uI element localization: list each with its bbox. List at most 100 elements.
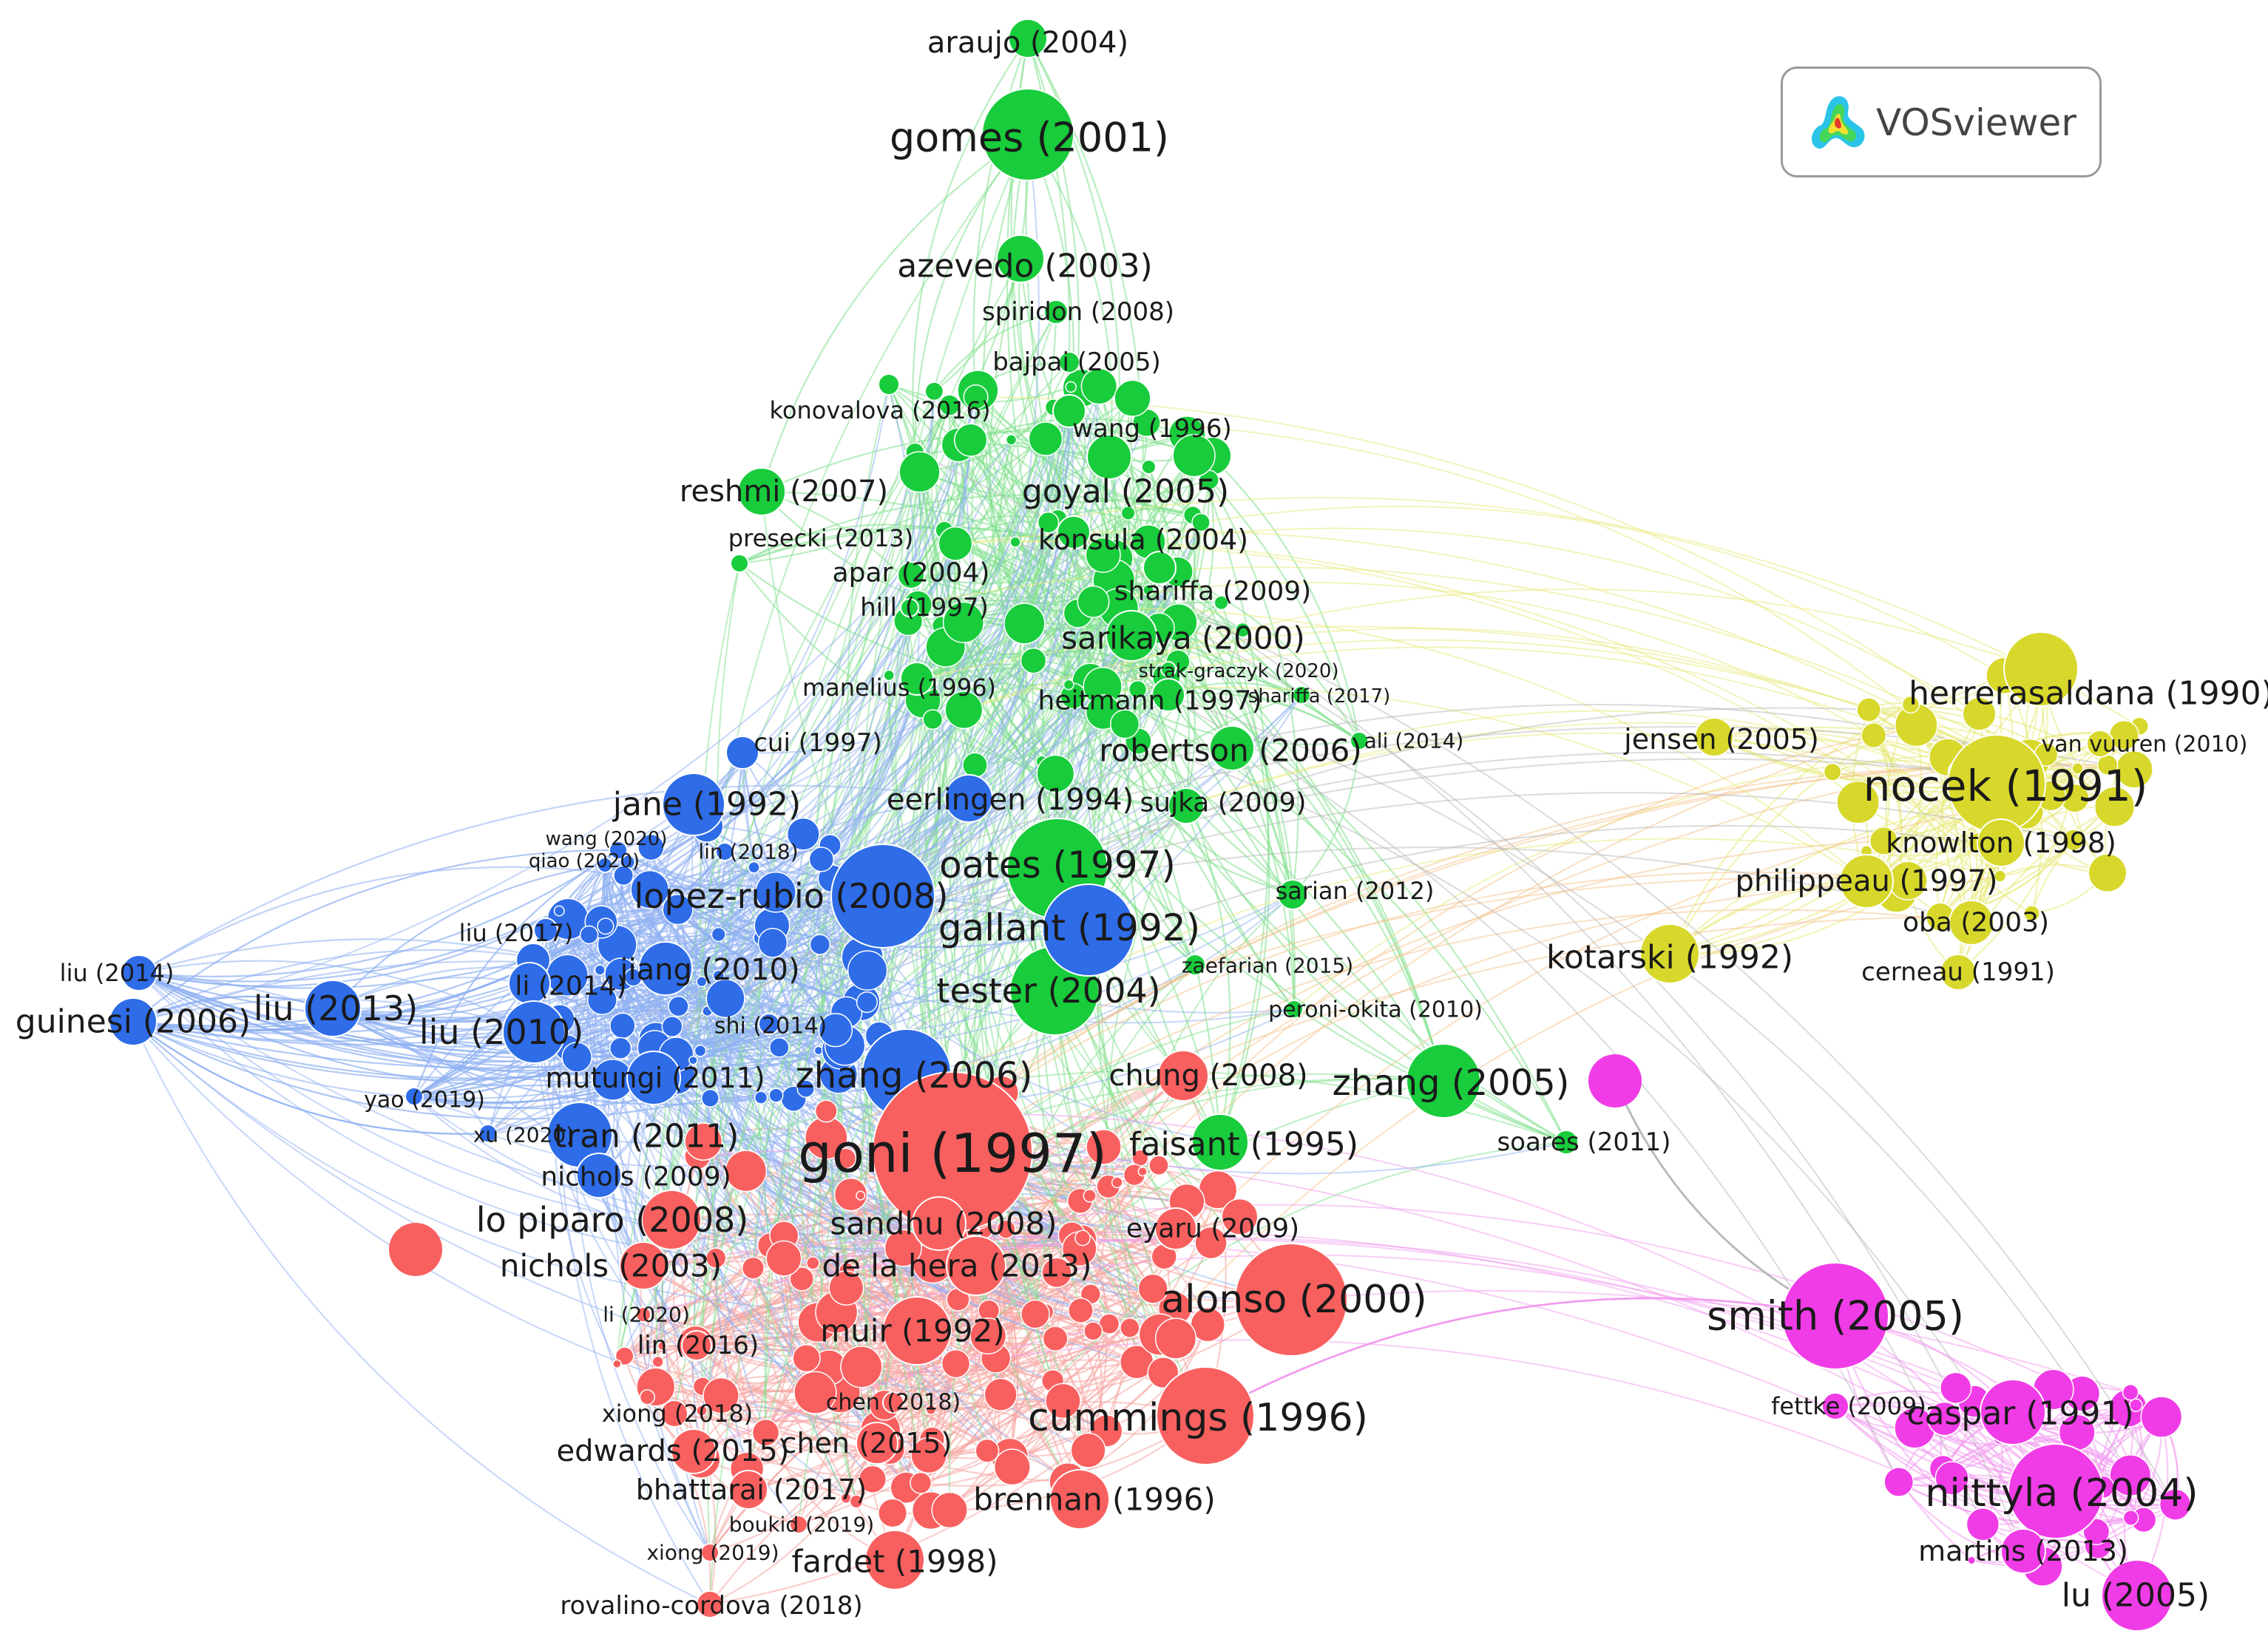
- node-guinesi[interactable]: [109, 997, 158, 1046]
- unlabeled-node[interactable]: [1137, 1273, 1168, 1304]
- unlabeled-node[interactable]: [597, 918, 615, 935]
- unlabeled-node[interactable]: [996, 1219, 1016, 1239]
- unlabeled-node[interactable]: [805, 1256, 820, 1270]
- node-oba[interactable]: [1949, 900, 1994, 946]
- unlabeled-node[interactable]: [1045, 1383, 1081, 1420]
- unlabeled-node[interactable]: [639, 1389, 655, 1405]
- unlabeled-node[interactable]: [1191, 512, 1211, 532]
- unlabeled-node[interactable]: [1869, 826, 1898, 855]
- node-philippeau[interactable]: [1839, 854, 1894, 909]
- unlabeled-node[interactable]: [858, 1465, 887, 1493]
- unlabeled-node[interactable]: [922, 709, 944, 730]
- unlabeled-node[interactable]: [786, 817, 820, 851]
- unlabeled-node[interactable]: [1077, 585, 1110, 618]
- unlabeled-node[interactable]: [696, 1405, 708, 1417]
- unlabeled-node[interactable]: [1041, 1257, 1072, 1289]
- unlabeled-node[interactable]: [1966, 1507, 2000, 1541]
- unlabeled-node[interactable]: [840, 1346, 883, 1388]
- unlabeled-node[interactable]: [630, 869, 670, 909]
- unlabeled-node[interactable]: [553, 905, 565, 917]
- unlabeled-node[interactable]: [711, 926, 726, 943]
- node-sujka[interactable]: [1168, 787, 1205, 824]
- node-chung[interactable]: [1157, 1050, 1209, 1102]
- node-cummings[interactable]: [1156, 1366, 1255, 1465]
- unlabeled-node[interactable]: [898, 451, 941, 493]
- unlabeled-node[interactable]: [941, 1349, 971, 1379]
- node-goyal[interactable]: [1086, 434, 1132, 480]
- unlabeled-node[interactable]: [751, 1418, 780, 1447]
- unlabeled-node[interactable]: [1114, 379, 1151, 417]
- node-caspar[interactable]: [1980, 1379, 2046, 1445]
- unlabeled-node[interactable]: [910, 1471, 932, 1494]
- unlabeled-node[interactable]: [705, 1247, 727, 1269]
- unlabeled-node[interactable]: [609, 1037, 632, 1059]
- unlabeled-node[interactable]: [1086, 1129, 1122, 1165]
- unlabeled-node[interactable]: [856, 1190, 866, 1201]
- unlabeled-node[interactable]: [847, 950, 888, 991]
- unlabeled-node[interactable]: [878, 1498, 908, 1528]
- unlabeled-node[interactable]: [768, 1088, 784, 1103]
- node-jane[interactable]: [662, 773, 725, 836]
- unlabeled-node[interactable]: [942, 601, 985, 643]
- node-konovalova[interactable]: [878, 373, 900, 396]
- node-alonso[interactable]: [1234, 1243, 1348, 1357]
- node-jiang[interactable]: [638, 941, 693, 996]
- unlabeled-node[interactable]: [1083, 1321, 1103, 1341]
- node-smith[interactable]: [1781, 1262, 1889, 1370]
- unlabeled-node[interactable]: [931, 1491, 968, 1529]
- node-li2020[interactable]: [635, 1306, 651, 1323]
- unlabeled-node[interactable]: [938, 394, 961, 416]
- unlabeled-node[interactable]: [1068, 1298, 1094, 1323]
- node-faisant[interactable]: [1191, 1113, 1249, 1171]
- unlabeled-node[interactable]: [849, 1494, 864, 1509]
- unlabeled-node[interactable]: [1111, 1176, 1123, 1189]
- unlabeled-node[interactable]: [657, 1341, 667, 1351]
- unlabeled-node[interactable]: [2023, 905, 2040, 922]
- unlabeled-node[interactable]: [984, 1377, 1018, 1411]
- node-vanvuuren[interactable]: [2086, 730, 2114, 758]
- node-spiridon[interactable]: [1043, 299, 1069, 325]
- unlabeled-node[interactable]: [1940, 1371, 1972, 1404]
- node-presecki[interactable]: [730, 554, 749, 573]
- unlabeled-node[interactable]: [1037, 511, 1060, 534]
- node-lin2018[interactable]: [715, 842, 734, 861]
- unlabeled-node[interactable]: [1927, 1401, 1962, 1437]
- node-fettke[interactable]: [1821, 1392, 1849, 1420]
- node-bhattarai[interactable]: [728, 1470, 768, 1510]
- unlabeled-node[interactable]: [2062, 829, 2085, 852]
- unlabeled-node[interactable]: [1836, 780, 1880, 824]
- unlabeled-node[interactable]: [1074, 1229, 1091, 1247]
- unlabeled-node[interactable]: [579, 925, 599, 945]
- node-ali[interactable]: [1350, 731, 1369, 750]
- unlabeled-node[interactable]: [668, 995, 689, 1017]
- node-liu2010[interactable]: [502, 1000, 566, 1064]
- unlabeled-node[interactable]: [613, 865, 634, 886]
- node-konsula[interactable]: [1057, 515, 1091, 549]
- node-reshmi[interactable]: [737, 467, 786, 516]
- node-lu[interactable]: [2101, 1559, 2173, 1632]
- unlabeled-node[interactable]: [1120, 1317, 1140, 1338]
- unlabeled-node[interactable]: [688, 1055, 698, 1065]
- unlabeled-node[interactable]: [2140, 1396, 2183, 1438]
- unlabeled-node[interactable]: [833, 1177, 868, 1212]
- unlabeled-node[interactable]: [910, 1437, 947, 1474]
- unlabeled-node[interactable]: [1085, 537, 1121, 573]
- unlabeled-node[interactable]: [1221, 1198, 1259, 1235]
- node-liu2017[interactable]: [533, 918, 558, 943]
- unlabeled-node[interactable]: [651, 1355, 664, 1368]
- unlabeled-node[interactable]: [1083, 1189, 1097, 1203]
- unlabeled-node[interactable]: [835, 1147, 857, 1170]
- unlabeled-node[interactable]: [1154, 1317, 1197, 1360]
- unlabeled-node[interactable]: [725, 1150, 768, 1193]
- unlabeled-node[interactable]: [1080, 367, 1118, 405]
- unlabeled-node[interactable]: [2122, 1383, 2139, 1401]
- unlabeled-node[interactable]: [2109, 1454, 2152, 1497]
- node-azevedo[interactable]: [996, 234, 1045, 283]
- node-eyaru[interactable]: [1154, 1207, 1197, 1250]
- unlabeled-node[interactable]: [661, 1015, 683, 1037]
- node-zhang2005[interactable]: [1406, 1043, 1481, 1119]
- unlabeled-node[interactable]: [809, 934, 831, 955]
- unlabeled-node[interactable]: [1194, 1226, 1228, 1260]
- unlabeled-node[interactable]: [1036, 754, 1075, 793]
- node-sarikaya[interactable]: [1106, 610, 1157, 662]
